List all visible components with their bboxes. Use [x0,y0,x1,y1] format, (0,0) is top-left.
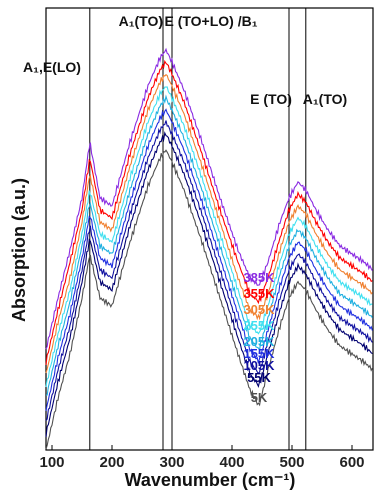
x-tick-label-600: 600 [339,454,364,471]
temp-label-5K: 5K [251,390,268,405]
plot-frame [45,7,374,451]
annotation-2: E (TO+LO) /B₁ [164,13,257,29]
x-tick-label-200: 200 [99,454,124,471]
series-line-255K [45,86,373,388]
y-axis-title: Absorption (a.u.) [9,178,29,322]
temp-label-155K: 155K [243,346,275,361]
x-axis-ticks: 100 200 300 400 500 600 [39,445,365,471]
temp-label-105K: 105K [243,358,275,373]
annotation-0: A₁,E(LO) [23,59,81,75]
series-line-55K [45,131,373,438]
annotation-3: E (TO) [250,91,292,107]
temp-label-385K: 385K [243,270,275,285]
annotation-1: A₁(TO) [119,13,163,29]
series-line-385K [45,47,373,350]
x-tick-label-100: 100 [39,454,64,471]
x-tick-label-300: 300 [159,454,184,471]
series-line-5K [45,149,373,450]
vertical-reference-lines [89,8,307,450]
temp-label-255K: 255K [243,318,275,333]
x-tick-label-500: 500 [279,454,304,471]
temp-label-305K: 305K [243,302,275,317]
series-line-155K [45,108,373,412]
temp-label-205K: 205K [243,334,275,349]
x-tick-label-400: 400 [219,454,244,471]
series-line-305K [45,73,373,374]
series-line-355K [45,59,373,365]
temp-label-55K: 55K [247,370,271,385]
annotation-4: A₁(TO) [303,91,347,107]
x-axis-title: Wavenumber (cm⁻¹) [125,470,296,490]
series-line-205K [46,94,373,396]
temp-label-355K: 355K [243,286,275,301]
peak-annotations: A₁,E(LO)A₁(TO) E (TO+LO) /B₁E (TO) A₁(TO) [23,13,347,107]
series-line-105K [45,120,373,421]
spectra-series [45,47,373,450]
